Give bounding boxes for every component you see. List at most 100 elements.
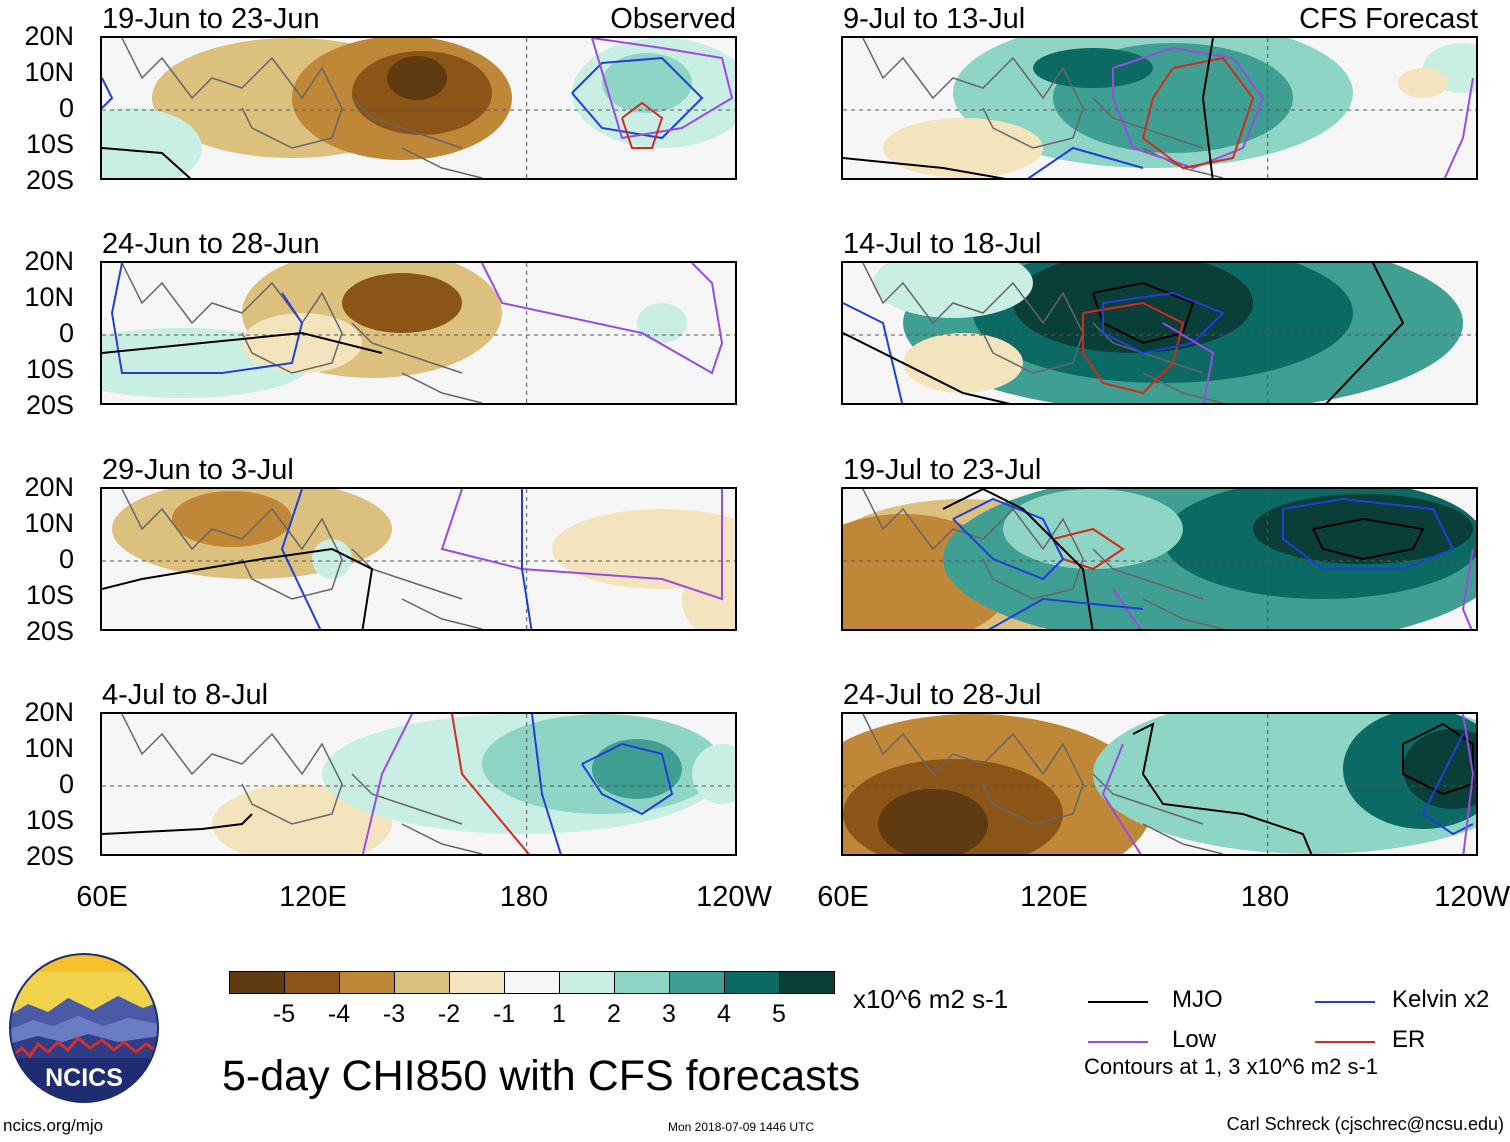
coastline — [121, 714, 483, 854]
contour-line — [1112, 46, 1265, 170]
chi850-field — [102, 714, 735, 854]
contour-line — [952, 497, 1065, 581]
contour-line — [1443, 77, 1474, 178]
map-plot-right-2 — [841, 261, 1478, 405]
x-tick-label: 180 — [499, 881, 549, 913]
contour-line — [581, 742, 674, 816]
contour-line — [843, 157, 1006, 178]
y-tick-label: 0 — [58, 93, 74, 123]
legend-label-mjo: MJO — [1172, 986, 1223, 1013]
colorbar-tick-label: -2 — [437, 1000, 461, 1028]
colorbar-swatch — [504, 971, 560, 994]
site-link[interactable]: ncics.org/mjo — [3, 1116, 104, 1135]
colorbar-tick-label: 2 — [607, 1000, 621, 1028]
chi850-shading — [878, 789, 988, 854]
forecast-label: CFS Forecast — [1299, 3, 1478, 35]
contour-line — [1102, 291, 1225, 355]
author-credit: Carl Schreck (cjschrec@ncsu.edu) — [1226, 1114, 1504, 1134]
contour-line — [1402, 722, 1474, 796]
colorbar-tick-label: 5 — [772, 1000, 786, 1028]
contours-note: Contours at 1, 3 x10^6 m2 s-1 — [1084, 1054, 1379, 1079]
x-tick-label: 180 — [1240, 881, 1290, 913]
coastline — [121, 489, 483, 629]
chi850-shading — [552, 509, 735, 589]
contour-line — [1141, 56, 1255, 170]
contour-line — [942, 489, 1094, 629]
panel-title: 19-Jun to 23-Jun — [102, 3, 320, 35]
contour-line — [531, 714, 562, 854]
timestamp: Mon 2018-07-09 1446 UTC — [668, 1120, 815, 1134]
chi850-field — [843, 38, 1476, 178]
contour-line — [280, 489, 322, 629]
chi850-shading — [883, 118, 1043, 178]
legend-line-mjo — [1088, 1001, 1148, 1003]
chi850-shading — [312, 539, 352, 579]
x-tick-label: 120E — [1020, 881, 1088, 913]
contour-line — [1132, 722, 1313, 854]
panel-title: 14-Jul to 18-Jul — [843, 228, 1042, 260]
chi850-shading — [1033, 48, 1153, 88]
chi850-shading — [242, 313, 362, 373]
legend-label-low: Low — [1172, 1026, 1217, 1053]
colorbar-swatch — [284, 971, 340, 994]
y-tick-label: 20S — [25, 165, 74, 195]
y-tick-label: 20S — [25, 616, 74, 646]
y-tick-label: 20S — [25, 390, 74, 420]
contour-line — [1162, 322, 1215, 403]
y-tick-label: 10S — [25, 580, 74, 610]
coastline — [121, 38, 483, 178]
contour-line — [521, 489, 533, 629]
contour-line — [102, 147, 192, 178]
legend-label-er: ER — [1392, 1026, 1426, 1053]
panel-title: 24-Jul to 28-Jul — [843, 679, 1042, 711]
panel-title: 29-Jun to 3-Jul — [102, 454, 294, 486]
chi850-field — [102, 263, 735, 403]
y-tick-label: 10S — [25, 354, 74, 384]
y-tick-label: 20N — [24, 21, 74, 51]
x-tick-label: 60E — [76, 881, 128, 913]
y-tick-label: 20S — [25, 841, 74, 871]
contour-line — [1201, 38, 1214, 178]
contour-line — [843, 302, 904, 403]
contour-line — [110, 263, 304, 374]
chi850-shading — [602, 53, 692, 113]
chi850-field — [843, 714, 1476, 854]
colorbar-tick-label: -1 — [492, 1000, 516, 1028]
y-tick-label: 10S — [25, 129, 74, 159]
colorbar-swatch — [449, 971, 505, 994]
panel-title: 24-Jun to 28-Jun — [102, 228, 320, 260]
contour-line — [621, 101, 664, 149]
chi850-shading — [692, 744, 735, 804]
colorbar-swatch — [339, 971, 395, 994]
chi850-shading — [387, 56, 447, 100]
contour-line — [451, 714, 530, 854]
chi850-shading — [102, 108, 202, 178]
ncics-logo: NCICS — [8, 952, 160, 1104]
x-tick-label: 120E — [279, 881, 347, 913]
panel-title: 4-Jul to 8-Jul — [102, 679, 269, 711]
map-plot-left-2 — [100, 261, 737, 405]
chi850-shading — [637, 303, 687, 343]
coastline — [121, 263, 483, 403]
chi850-field — [102, 38, 735, 178]
chi850-shading — [172, 491, 292, 547]
y-tick-label: 20N — [24, 246, 74, 276]
chi850-field — [843, 263, 1476, 403]
map-plot-right-3 — [841, 487, 1478, 631]
x-tick-label: 120W — [696, 881, 772, 913]
contour-line — [1461, 548, 1474, 629]
chi850-shading — [903, 333, 1023, 393]
colorbar-swatch — [669, 971, 725, 994]
contour-line — [988, 597, 1144, 629]
contour-line — [843, 332, 1011, 403]
x-tick-label: 120W — [1434, 882, 1510, 912]
contour-line — [361, 714, 413, 854]
contour-line — [481, 263, 724, 375]
chi850-shading — [342, 273, 462, 333]
contour-line — [1101, 743, 1142, 854]
y-tick-label: 10N — [24, 733, 74, 763]
contour-line — [102, 77, 114, 109]
colorbar-swatch — [559, 971, 615, 994]
colorbar-tick-label: -3 — [382, 1000, 406, 1028]
y-tick-label: 10N — [24, 282, 74, 312]
